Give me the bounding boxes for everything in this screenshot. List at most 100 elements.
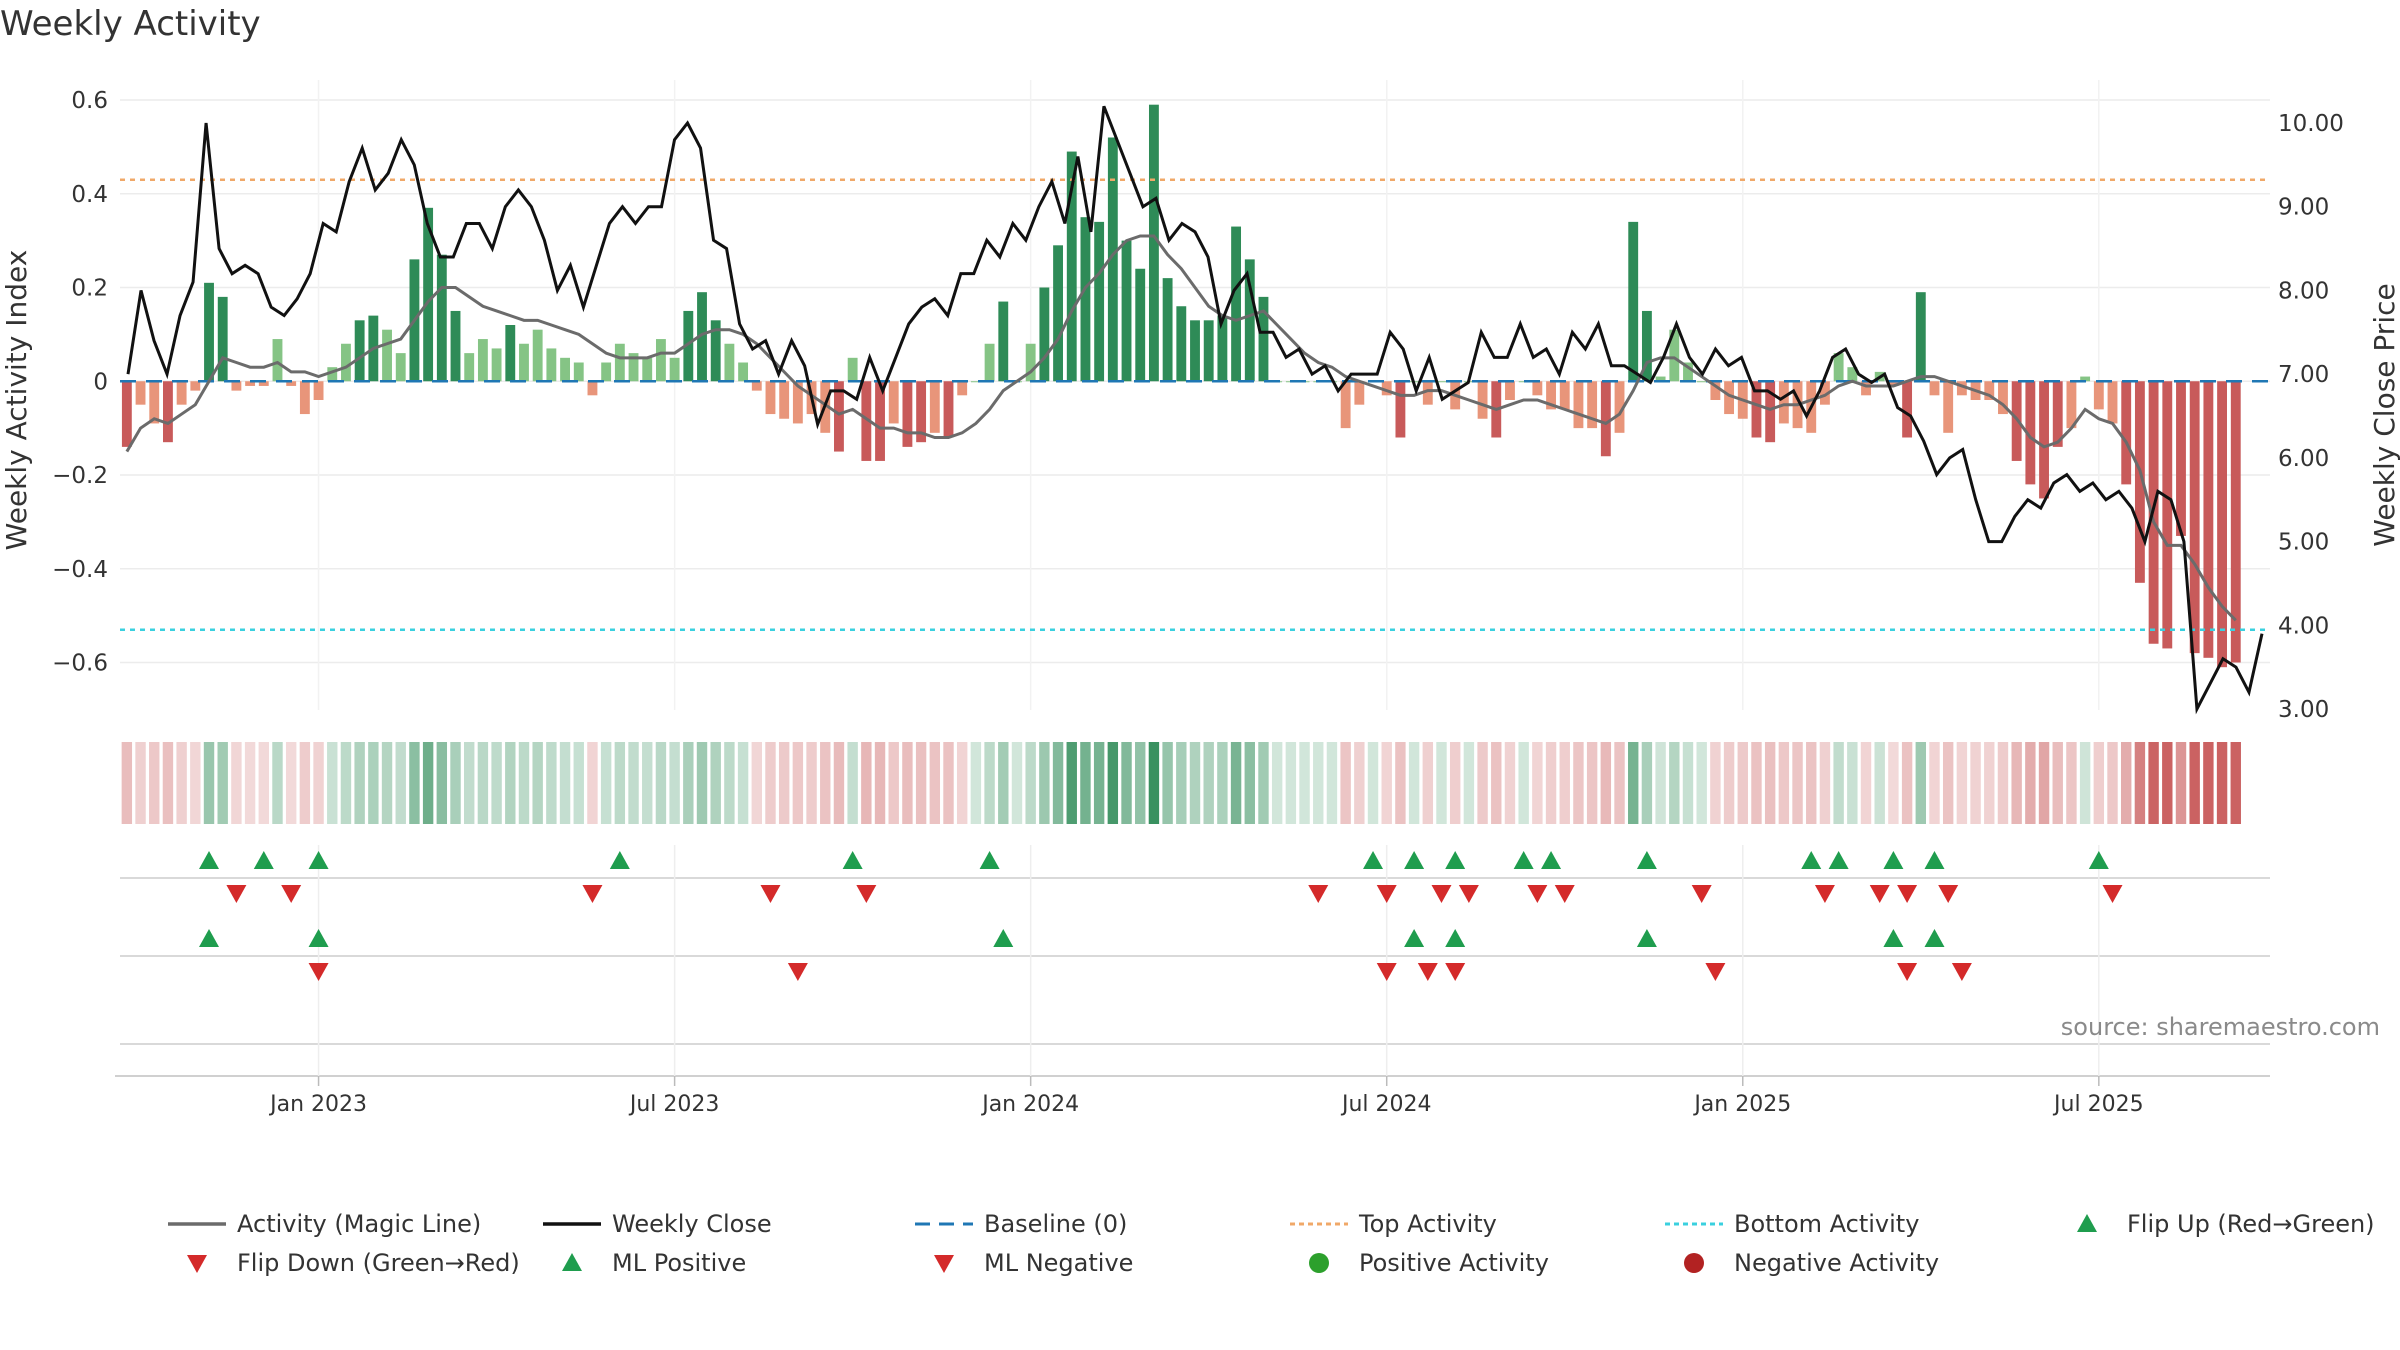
heat-strip-cell [1504,742,1516,824]
heat-strip-cell [1093,742,1105,824]
flip-down-marker [582,885,603,903]
heat-strip-cell [1340,742,1351,824]
heat-strip-cell [2011,742,2022,824]
flip-up-marker [1513,851,1534,869]
ml-negative-marker [308,963,329,981]
ml-positive-marker [1883,929,1904,947]
activity-bar [1984,381,1995,400]
legend-swatch [187,1255,207,1273]
activity-bar [313,381,324,400]
flip-up-marker [199,851,220,869]
flip-down-marker [1897,885,1918,903]
heat-strip-cell [655,742,667,824]
heat-strip-cell [2052,742,2063,824]
activity-bar [1121,240,1132,382]
activity-bar [231,381,242,391]
activity-bar [929,381,940,433]
activity-bar [1861,381,1871,396]
flip-up-marker [1445,851,1466,869]
activity-bar [888,381,899,424]
heat-strip-cell [2038,742,2050,824]
legend-label: Positive Activity [1359,1249,1549,1277]
heat-strip-cell [176,742,187,824]
heat-strip-cell [518,742,530,824]
flip-down-marker [1869,885,1890,903]
activity-bar [669,357,680,382]
heat-strip-cell [340,742,352,824]
activity-bar [1847,367,1858,382]
heat-strip-cell [1545,742,1557,824]
legend-swatch [1684,1253,1704,1273]
heat-strip-cell [1723,742,1735,824]
heat-strip-cell [149,742,160,824]
heat-strip-cell [2134,742,2146,824]
heat-strip-cell [464,742,475,824]
activity-bar [861,381,872,461]
heat-strip-cell [1313,742,1324,824]
flip-down-marker [1458,885,1479,903]
activity-bar [1162,278,1173,382]
heat-strip-cell [1039,742,1050,824]
heat-strip-cell [1696,742,1707,824]
x-tick-label: Jan 2023 [268,1092,367,1117]
activity-bar [1696,381,1707,383]
flip-down-marker [1308,885,1329,903]
activity-bar [601,362,612,382]
heat-strip-cell [491,742,502,824]
y-tick-label-left: −0.2 [52,463,108,489]
activity-bar [1546,381,1556,410]
heat-strip-cell [970,742,982,824]
heat-strip-cell [2189,742,2200,824]
activity-bar [2162,381,2173,649]
activity-bar [916,381,927,443]
heat-strip-cell [354,742,365,824]
activity-bar [1395,381,1406,438]
activity-bar [163,381,173,443]
ml-positive-marker [1404,929,1425,947]
heat-strip-cell [1929,742,1940,824]
activity-bar [2039,381,2049,499]
flip-up-marker [253,851,274,869]
heat-strip-cell [847,742,858,824]
ml-negative-marker [1951,963,1972,981]
flip-down-marker [1814,885,1835,903]
activity-bar [1436,381,1447,383]
activity-bar [2093,381,2104,410]
activity-bar [436,254,447,382]
activity-bar [354,320,365,382]
heat-strip-cell [450,742,461,824]
y-tick-label-right: 7.00 [2278,362,2329,388]
heat-strip-cell [231,742,242,824]
heat-strip-cell [1888,742,1899,824]
flip-up-marker [308,851,329,869]
ml-negative-marker [1705,963,1726,981]
heat-strip-cell [2148,742,2159,824]
heat-strip-cell [477,742,489,824]
flip-down-marker [1431,885,1452,903]
x-tick-label: Jul 2024 [1340,1092,1432,1117]
flip-down-marker [760,885,781,903]
heat-strip-cell [1066,742,1077,824]
heat-strip-cell [1381,742,1392,824]
heat-strip-cell [751,742,762,824]
heat-strip-cell [1628,742,1639,824]
activity-bar [176,381,187,405]
source-credit: source: sharemaestro.com [2060,1013,2380,1041]
heat-strip-cell [642,742,653,824]
activity-bar [423,207,434,382]
y-tick-label-left: 0.4 [71,182,108,208]
heat-strip-cell [1477,742,1488,824]
y-tick-label-right: 10.00 [2278,111,2344,137]
ml-positive-marker [308,929,329,947]
heat-strip-cell [956,742,968,824]
heat-strip-cell [724,742,735,824]
heat-strip-cell [1011,742,1023,824]
heat-strip-cell [1559,742,1570,824]
heat-strip-cell [258,742,269,824]
legend-label: Negative Activity [1734,1249,1939,1277]
activity-bar [2176,381,2186,536]
activity-bar [2080,376,2091,382]
heat-strip-cell [778,742,790,824]
activity-bar [765,381,776,415]
activity-bar [286,381,297,386]
